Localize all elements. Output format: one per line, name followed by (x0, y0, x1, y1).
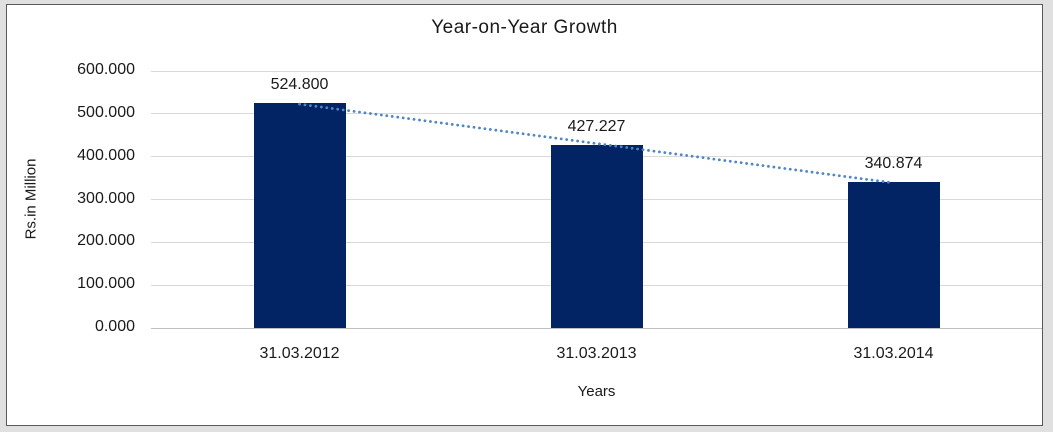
x-category-label: 31.03.2013 (556, 345, 637, 362)
trendline (298, 102, 895, 185)
y-tick-label: 100.000 (77, 275, 135, 293)
bar (550, 145, 643, 328)
y-tick-label: 600.000 (77, 61, 135, 78)
y-tick-label: 400.000 (77, 146, 135, 164)
gridline (151, 113, 1042, 115)
chart-frame: Year-on-Year Growth Rs.in Million 524.80… (6, 4, 1043, 426)
x-category-label: 31.03.2012 (259, 345, 340, 362)
data-label: 427.227 (567, 118, 626, 135)
gridline (151, 70, 1042, 72)
bar (253, 103, 346, 328)
data-label: 524.800 (270, 76, 329, 94)
x-category-label: 31.03.2014 (853, 345, 934, 362)
y-tick-label: 500.000 (77, 103, 135, 121)
data-label: 340.874 (864, 154, 923, 172)
chart-title: Year-on-Year Growth (431, 17, 618, 38)
y-tick-label: 300.000 (77, 189, 135, 207)
y-tick-label: 200.000 (77, 232, 135, 250)
y-tick-label: 0.000 (94, 318, 135, 335)
x-axis-title: Years (577, 383, 616, 400)
bar (847, 181, 940, 328)
plot-area: 524.800 427.227 340.874 (151, 70, 1042, 329)
x-axis-line (151, 327, 1042, 329)
